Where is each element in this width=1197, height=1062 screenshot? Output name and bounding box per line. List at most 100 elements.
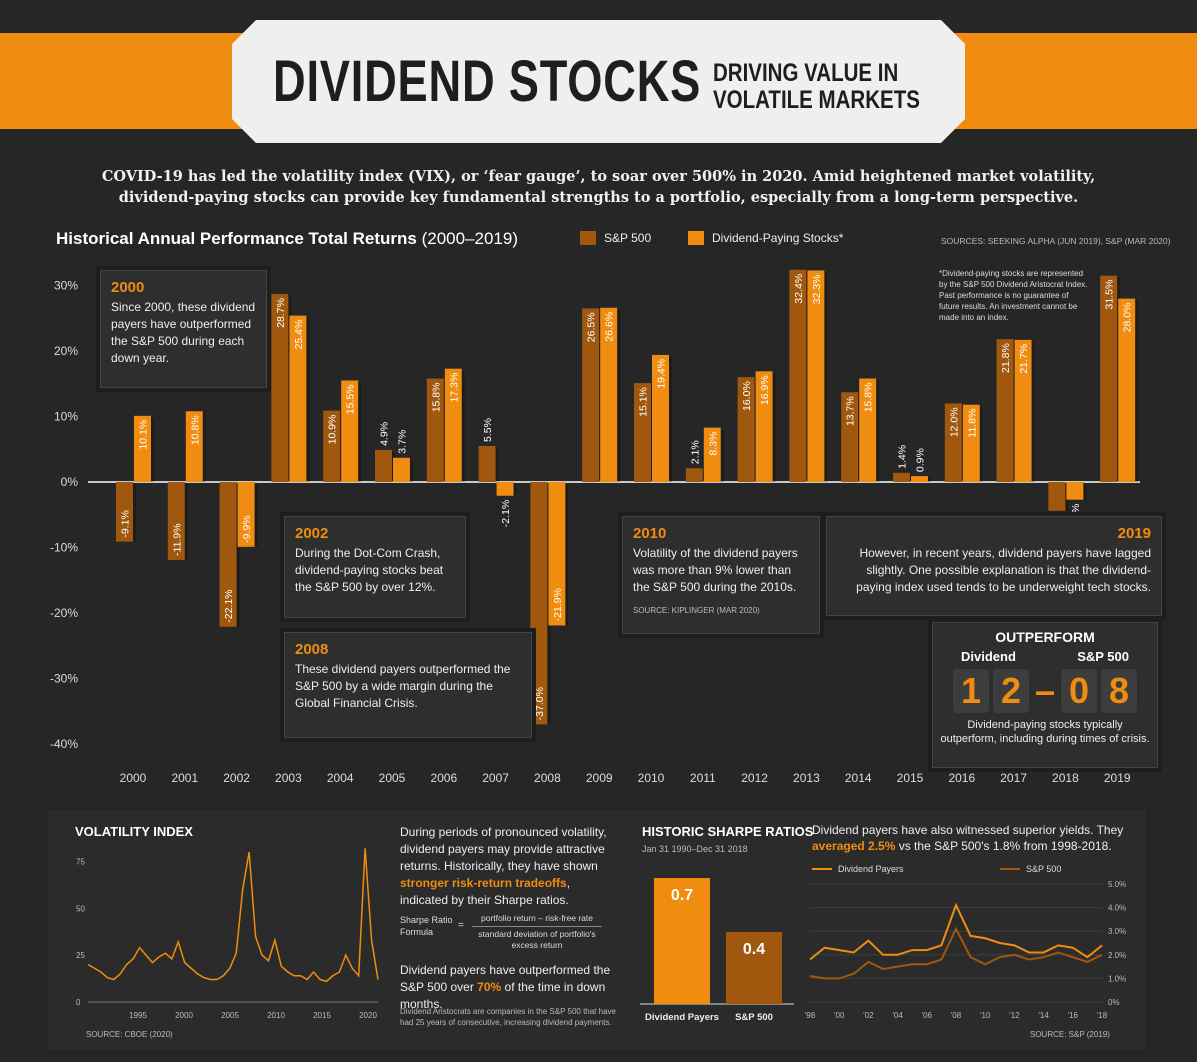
bar-dividend-shadow <box>772 371 776 482</box>
x-year-label: 2018 <box>1052 771 1079 785</box>
bar-dividend-shadow <box>1083 482 1087 500</box>
x-year-label: 2014 <box>845 771 872 785</box>
callout-2002: 2002 During the Dot-Com Crash, dividend-p… <box>284 516 466 618</box>
bar-dividend-shadow <box>410 457 413 482</box>
bar-dividend-shadow <box>358 380 362 482</box>
sharpe-category-label: Dividend Payers <box>645 1012 719 1023</box>
vix-y-tick: 0 <box>76 998 81 1007</box>
callout-2019: 2019 However, in recent years, dividend p… <box>826 516 1162 616</box>
yield-x-tick: '18 <box>1097 1011 1108 1020</box>
y-tick-label: 30% <box>54 279 78 293</box>
x-year-label: 2005 <box>379 771 406 785</box>
x-year-label: 2002 <box>223 771 250 785</box>
bar-sp500 <box>219 482 237 627</box>
label-dividend: 17.3% <box>448 373 460 403</box>
bar-dividend-shadow <box>306 315 310 482</box>
bar-dividend-shadow <box>254 482 258 547</box>
bar-dividend <box>859 378 877 482</box>
label-sp500: 28.7% <box>275 298 287 328</box>
label-dividend: 3.7% <box>397 430 409 454</box>
bar-sp500 <box>1100 275 1118 482</box>
callout-2010: 2010 Volatility of the dividend payers wa… <box>622 516 820 634</box>
y-tick-label: 20% <box>54 344 78 358</box>
yield-y-tick: 1.0% <box>1108 974 1126 983</box>
y-tick-label: -30% <box>50 672 78 686</box>
label-sp500: 12.0% <box>948 407 960 437</box>
label-dividend: 15.8% <box>863 383 875 413</box>
main-bar-chart: 30%20%10%0%-10%-20%-30%-40%-9.1%10.1%200… <box>50 269 1140 785</box>
y-tick-label: 0% <box>61 475 79 489</box>
bar-dividend <box>185 411 203 482</box>
bar-dividend-shadow <box>928 476 931 482</box>
vix-x-tick: 2000 <box>175 1011 193 1020</box>
bottom-panel: VOLATILITY INDEX 75 50 25 0 1995 2000 2005 2010… <box>48 810 1146 1050</box>
bar-dividend-shadow <box>617 307 621 482</box>
chart-sources: SOURCES: SEEKING ALPHA (JUN 2019), S&P (… <box>941 236 1171 246</box>
label-dividend: 15.5% <box>345 384 357 414</box>
y-tick-label: 10% <box>54 410 78 424</box>
label-sp500: 2.1% <box>689 440 701 464</box>
vix-y-tick: 75 <box>76 857 85 866</box>
formula-label: Sharpe Ratio Formula <box>400 915 453 937</box>
bar-sp500 <box>737 377 755 482</box>
yield-y-tick: 0% <box>1108 998 1120 1007</box>
vix-x-tick: 1995 <box>129 1011 147 1020</box>
label-sp500: 15.8% <box>430 383 442 413</box>
x-year-label: 2016 <box>948 771 975 785</box>
label-dividend: 26.6% <box>604 312 616 342</box>
x-year-label: 2004 <box>327 771 354 785</box>
yield-y-tick: 4.0% <box>1108 904 1126 913</box>
legend-sp500: S&P 500 <box>580 231 651 245</box>
bar-dividend <box>393 457 410 482</box>
bar-sp500-shadow <box>184 482 188 560</box>
bar-dividend-shadow <box>720 427 724 482</box>
x-year-label: 2019 <box>1104 771 1131 785</box>
yields-text: Dividend payers have also witnessed supe… <box>812 823 1124 853</box>
bar-sp500 <box>893 472 910 482</box>
yields-source: SOURCE: S&P (2019) <box>1030 1030 1110 1039</box>
callout-2008: 2008 These dividend payers outperformed t… <box>284 632 532 738</box>
bar-dividend <box>600 307 618 482</box>
x-year-label: 2001 <box>171 771 198 785</box>
label-dividend: 0.9% <box>915 448 927 472</box>
x-year-label: 2009 <box>586 771 613 785</box>
sharpe-chart: 0.7 Dividend Payers 0.4 S&P 500 <box>640 878 794 1023</box>
bar-dividend <box>1118 298 1136 482</box>
y-tick-label: -20% <box>50 606 78 620</box>
bar-dividend-shadow <box>876 378 880 482</box>
bar-dividend <box>548 482 566 626</box>
bar-sp500 <box>582 308 600 482</box>
label-dividend: -21.9% <box>552 588 564 621</box>
yield-x-tick: '12 <box>1009 1011 1020 1020</box>
bar-dividend-shadow <box>669 354 672 482</box>
bar-dividend-shadow <box>979 404 983 482</box>
label-sp500: 4.9% <box>379 422 391 446</box>
formula-eq: = <box>458 920 464 931</box>
y-tick-label: -10% <box>50 541 78 555</box>
bar-sp500-shadow <box>133 482 136 542</box>
bar-sp500 <box>478 445 496 482</box>
bar-dividend-shadow <box>151 415 154 482</box>
bar-dividend <box>1014 339 1032 482</box>
bar-sp500 <box>271 294 289 482</box>
label-sp500: 32.4% <box>793 274 805 304</box>
label-sp500: 1.4% <box>897 445 909 469</box>
bar-dividend-shadow <box>513 482 517 496</box>
yield-x-tick: '00 <box>834 1011 845 1020</box>
vix-line <box>87 848 379 983</box>
sharpe-subtitle: Jan 31 1990–Dec 31 2018 <box>642 844 748 854</box>
legend-swatch-div <box>688 231 704 245</box>
x-year-label: 2010 <box>638 771 665 785</box>
sharpe-value-label: 0.4 <box>743 941 765 958</box>
yield-line-sp500 <box>809 926 1103 980</box>
label-sp500: -37.0% <box>534 687 546 720</box>
label-dividend: 21.7% <box>1018 344 1030 374</box>
bar-dividend <box>444 368 462 482</box>
bar-sp500 <box>789 269 807 482</box>
bar-dividend <box>237 482 255 547</box>
bar-dividend-shadow <box>1135 298 1139 482</box>
outperform-caption: Dividend-paying stocks typically outperf… <box>940 719 1150 745</box>
bar-sp500 <box>996 339 1014 482</box>
yield-x-tick: '14 <box>1038 1011 1049 1020</box>
bar-sp500 <box>426 378 444 482</box>
